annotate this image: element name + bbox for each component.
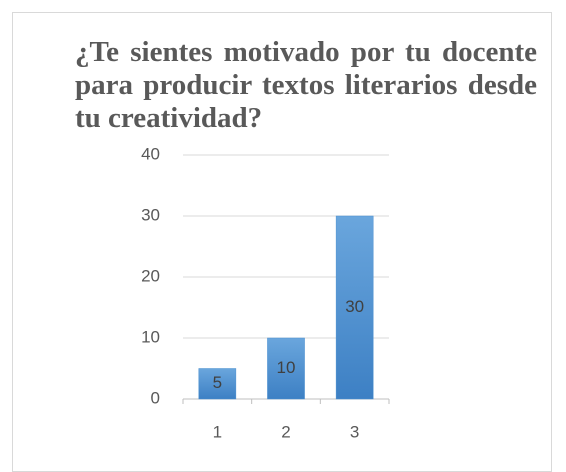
bar	[267, 337, 305, 400]
x-tick-label: 1	[213, 422, 222, 441]
bar	[198, 368, 237, 400]
data-label: 5	[213, 373, 222, 392]
page: {"chart_data": {"type": "bar", "title": …	[12, 12, 552, 472]
chart: 0 10 20 30 40 1 5 2 10 3 30	[141, 144, 390, 441]
bar	[335, 215, 374, 400]
chart-title: ¿Te sientes motivado por tu docente para…	[75, 36, 537, 134]
y-tick-label: 10	[141, 327, 160, 346]
x-tick-label: 2	[281, 422, 290, 441]
data-label: 10	[277, 358, 296, 377]
y-tick-label: 30	[141, 205, 160, 224]
y-tick-label: 40	[141, 144, 160, 163]
x-tick-label: 3	[350, 422, 359, 441]
y-tick-label: 20	[141, 266, 160, 285]
data-label: 30	[345, 297, 364, 316]
y-tick-label: 0	[151, 388, 160, 407]
